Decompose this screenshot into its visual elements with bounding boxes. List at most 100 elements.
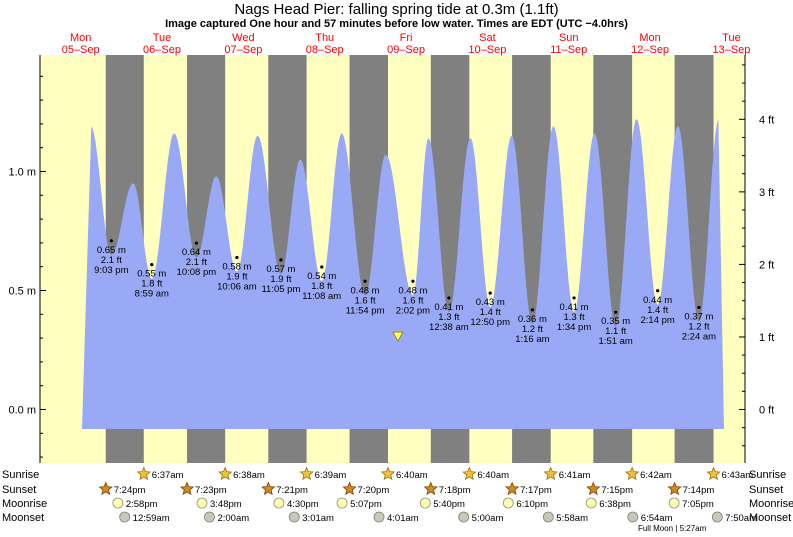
low-tide-point	[235, 255, 239, 260]
low-tide-point	[614, 310, 618, 314]
moonset-icon	[204, 511, 215, 523]
low-tide-height-m: 0.55 m	[137, 269, 166, 280]
left-tick-label: 0.0 m	[8, 405, 36, 417]
low-tide-point	[194, 241, 198, 245]
day-date-label: 12–Sep	[631, 44, 669, 56]
moonset-icon	[373, 511, 385, 523]
day-weekday-label: Thu	[315, 32, 334, 44]
sunrise-icon	[136, 466, 151, 481]
sunrise-time: 6:37am	[152, 470, 184, 481]
low-tide-height-ft: 1.6 ft	[354, 295, 375, 306]
low-tide-height-ft: 1.8 ft	[141, 279, 162, 290]
moonrise-time: 6:10pm	[516, 499, 548, 510]
low-tide-height-ft: 1.9 ft	[226, 271, 247, 282]
sunset-time: 7:17pm	[520, 485, 552, 496]
moonset-time: 2:00am	[217, 513, 249, 524]
day-weekday-label: Wed	[232, 32, 254, 44]
low-tide-height-ft: 2.1 ft	[101, 255, 122, 266]
sunrise-icon	[706, 466, 721, 481]
low-tide-time: 1:34 pm	[557, 322, 591, 333]
full-moon-note: Full Moon | 5:27am	[638, 524, 707, 533]
sunset-icon	[98, 481, 113, 496]
low-tide-height-m: 0.57 m	[266, 264, 295, 275]
moonset-time: 7:50am	[725, 513, 757, 524]
low-tide-point	[109, 239, 113, 243]
low-tide-point	[150, 263, 154, 267]
day-weekday-label: Mon	[639, 32, 660, 44]
low-tide-time: 9:03 pm	[94, 265, 128, 276]
moonset-time: 4:01am	[387, 513, 419, 524]
day-date-label: 06–Sep	[143, 44, 181, 56]
low-tide-height-m: 0.65 m	[97, 245, 126, 256]
day-weekday-label: Sat	[479, 32, 496, 44]
sunrise-icon	[218, 466, 233, 481]
low-tide-height-m: 0.41 m	[434, 302, 463, 313]
low-tide-time: 2:14 pm	[640, 315, 674, 326]
low-tide-point	[488, 291, 492, 295]
moonrise-time: 4:30pm	[287, 499, 319, 510]
low-tide-point	[279, 258, 283, 262]
sunrise-time: 6:42am	[640, 470, 672, 481]
moonrise-time: 6:38pm	[599, 499, 631, 510]
moonset-row-label-right: Moonset	[749, 512, 791, 524]
sunrise-time: 6:39am	[315, 470, 347, 481]
moonset-icon	[542, 511, 554, 523]
day-weekday-label: Sun	[559, 32, 579, 44]
low-tide-height-ft: 1.4 ft	[480, 307, 501, 318]
low-tide-height-ft: 1.8 ft	[311, 281, 332, 292]
moonset-icon	[627, 511, 639, 523]
moonset-time: 3:01am	[302, 513, 334, 524]
sunrise-time: 6:41am	[559, 470, 591, 481]
sunset-row-label-right: Sunset	[749, 484, 783, 496]
day-date-label: 10–Sep	[468, 44, 506, 56]
day-weekday-label: Tue	[153, 32, 172, 44]
sunrise-time: 6:38am	[233, 470, 265, 481]
moonrise-row-label-left: Moonrise	[2, 498, 47, 510]
moonset-icon	[458, 511, 470, 523]
moonrise-icon	[585, 497, 597, 509]
low-tide-time: 12:38 am	[429, 322, 469, 333]
sunrise-icon	[462, 466, 477, 481]
low-tide-height-m: 0.43 m	[476, 297, 505, 308]
low-tide-height-ft: 1.2 ft	[522, 324, 543, 335]
right-tick-label: 3 ft	[759, 187, 774, 199]
moonrise-icon	[273, 497, 285, 509]
sunset-icon	[261, 481, 276, 496]
low-tide-height-m: 0.58 m	[222, 261, 251, 272]
sunrise-time: 6:40am	[477, 470, 509, 481]
low-tide-height-ft: 1.3 ft	[564, 312, 585, 323]
right-tick-label: 1 ft	[759, 332, 774, 344]
day-weekday-label: Fri	[400, 32, 413, 44]
tide-area	[82, 119, 724, 430]
chart-subtitle: Image captured One hour and 57 minutes b…	[165, 18, 628, 30]
sunrise-row-label-left: Sunrise	[2, 469, 39, 481]
low-tide-time: 11:05 pm	[261, 284, 300, 295]
day-date-label: 07–Sep	[224, 44, 262, 56]
sunset-row-label-left: Sunset	[2, 484, 36, 496]
day-date-label: 11–Sep	[550, 44, 587, 56]
sunset-time: 7:15pm	[601, 485, 633, 496]
moonset-icon	[711, 511, 723, 523]
sunrise-time: 6:40am	[396, 470, 428, 481]
moonset-time: 12:59am	[133, 513, 170, 524]
low-tide-point	[411, 279, 415, 283]
moonrise-icon	[668, 497, 680, 509]
moonrise-icon	[419, 497, 431, 509]
left-tick-label: 1.0 m	[8, 167, 36, 179]
sunrise-icon	[625, 466, 640, 481]
sunset-icon	[179, 481, 195, 496]
low-tide-time: 10:06 am	[217, 281, 257, 292]
day-weekday-label: Mon	[70, 32, 91, 44]
sunrise-icon	[380, 466, 396, 481]
day-labels: Mon05–SepTue06–SepWed07–SepThu08–SepFri0…	[62, 32, 751, 56]
moonrise-icon	[336, 497, 348, 509]
moonrise-time: 5:40pm	[433, 499, 465, 510]
low-tide-time: 10:08 pm	[177, 267, 217, 278]
low-tide-height-ft: 1.3 ft	[438, 312, 459, 323]
tide-curve	[82, 119, 724, 430]
low-tide-height-m: 0.41 m	[560, 302, 589, 313]
low-tide-time: 11:54 pm	[346, 305, 385, 316]
right-tick-label: 0 ft	[759, 405, 774, 417]
moonset-icon	[288, 511, 300, 523]
